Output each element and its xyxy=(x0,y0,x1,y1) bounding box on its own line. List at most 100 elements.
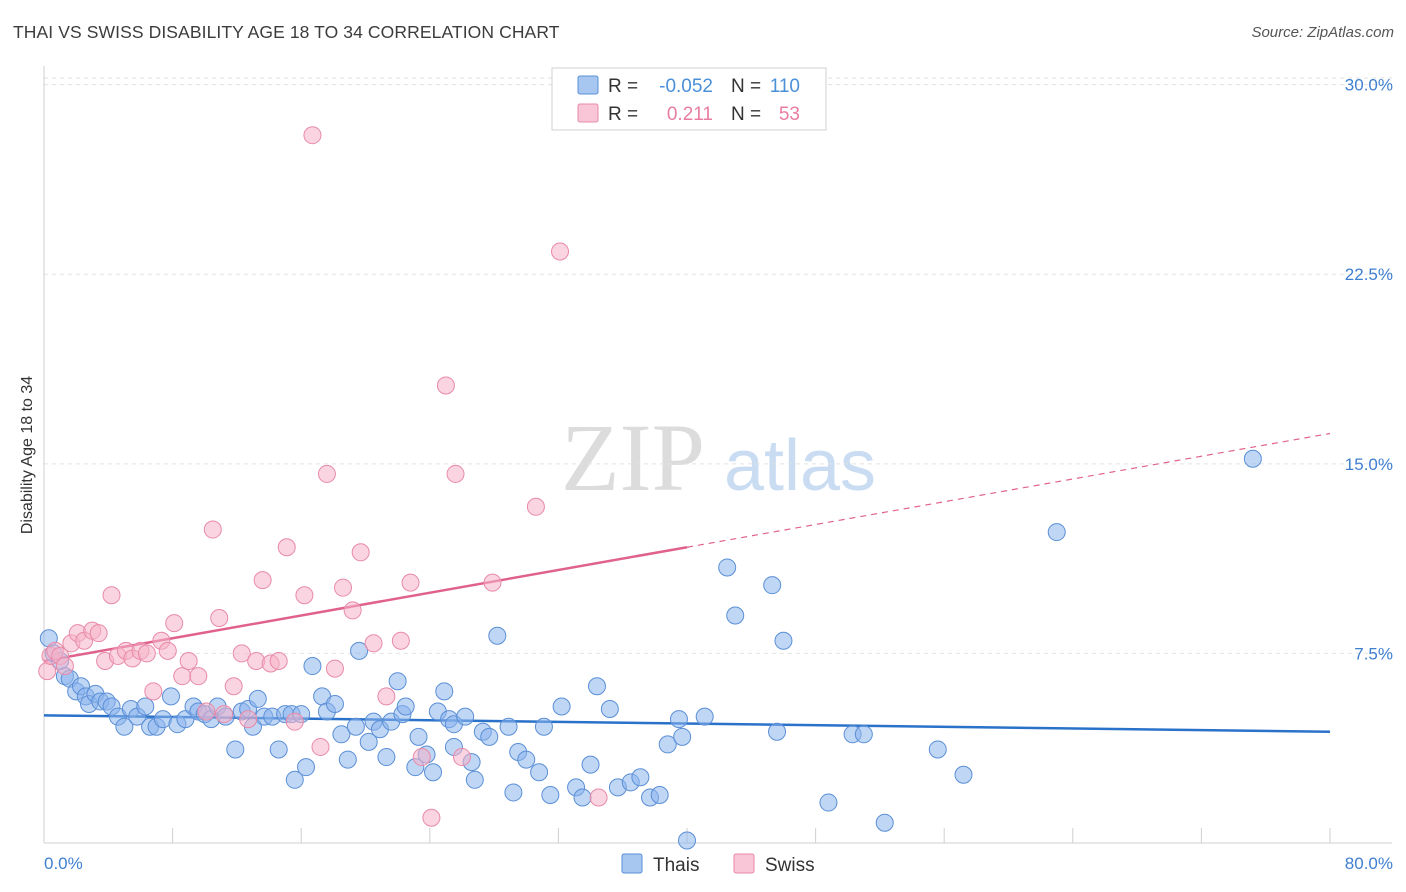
point-swiss xyxy=(351,543,370,562)
y-axis-label: Disability Age 18 to 34 xyxy=(19,375,36,535)
point-swiss xyxy=(364,634,383,653)
point-swiss xyxy=(295,586,314,605)
point-swiss xyxy=(55,657,74,676)
trend-line-swiss xyxy=(43,546,688,663)
point-swiss xyxy=(422,808,441,827)
point-thais xyxy=(325,694,344,713)
stats-n-label-thais: N = xyxy=(731,76,761,97)
point-thais xyxy=(285,770,304,789)
point-thais xyxy=(488,626,507,645)
point-thais xyxy=(359,732,378,751)
point-thais xyxy=(673,727,692,746)
point-thais xyxy=(435,682,454,701)
point-thais xyxy=(499,717,518,736)
point-swiss xyxy=(224,677,243,696)
stats-r-value-thais: -0.052 xyxy=(659,76,713,97)
tick-labels: 7.5% 15.0% 22.5% 30.0% 0.0% 80.0% xyxy=(44,76,1393,873)
point-thais xyxy=(161,687,180,706)
point-thais xyxy=(396,697,415,716)
point-thais xyxy=(530,763,549,782)
point-swiss xyxy=(343,601,362,620)
point-thais xyxy=(658,735,677,754)
point-thais xyxy=(388,672,407,691)
point-thais xyxy=(350,641,369,660)
y-tick-label: 15.0% xyxy=(1345,455,1393,474)
stats-n-label-swiss: N = xyxy=(731,104,761,125)
point-thais xyxy=(115,717,134,736)
point-swiss xyxy=(317,464,336,483)
point-thais xyxy=(928,740,947,759)
point-thais xyxy=(854,725,873,744)
stats-swatch-thais xyxy=(577,75,599,95)
point-thais xyxy=(541,785,560,804)
gridlines xyxy=(44,77,1392,654)
point-thais xyxy=(1243,449,1262,468)
point-thais xyxy=(534,717,553,736)
point-thais xyxy=(669,710,688,729)
stats-r-label-swiss: R = xyxy=(608,104,638,125)
y-tick-label: 22.5% xyxy=(1345,265,1393,284)
point-swiss xyxy=(189,667,208,686)
point-thais xyxy=(269,740,288,759)
point-thais xyxy=(517,750,536,769)
y-tick-label: 30.0% xyxy=(1345,76,1393,95)
point-swiss xyxy=(303,126,322,145)
trend-line-swiss-dashed xyxy=(686,432,1331,548)
point-thais xyxy=(678,831,696,850)
data-points xyxy=(38,126,1262,850)
point-swiss xyxy=(158,641,177,660)
x-tick-label: 80.0% xyxy=(1345,854,1393,873)
point-thais xyxy=(631,768,650,787)
point-swiss xyxy=(589,788,608,807)
point-swiss xyxy=(412,748,431,767)
point-thais xyxy=(456,707,475,726)
bottom-legend: Thais Swiss xyxy=(621,853,815,876)
point-swiss xyxy=(311,737,330,756)
stats-n-value-swiss: 53 xyxy=(779,104,800,125)
point-thais xyxy=(695,707,714,726)
point-thais xyxy=(650,785,669,804)
point-thais xyxy=(136,697,155,716)
point-swiss xyxy=(215,705,234,724)
point-swiss xyxy=(179,651,198,670)
point-thais xyxy=(774,631,793,650)
point-swiss xyxy=(210,609,229,628)
watermark-atlas: atlas xyxy=(724,426,876,506)
point-thais xyxy=(587,677,606,696)
stats-r-label-thais: R = xyxy=(608,76,638,97)
point-swiss xyxy=(89,624,108,643)
point-swiss xyxy=(325,659,344,678)
point-swiss xyxy=(239,710,258,729)
point-swiss xyxy=(253,571,272,590)
point-thais xyxy=(819,793,838,812)
y-tick-label: 7.5% xyxy=(1354,644,1393,663)
stats-legend: R = -0.052 N = 110 R = 0.211 N = 53 xyxy=(551,67,827,131)
point-thais xyxy=(346,717,365,736)
point-thais xyxy=(763,576,782,595)
point-swiss xyxy=(277,538,296,557)
point-swiss xyxy=(165,614,184,633)
point-thais xyxy=(377,748,396,767)
point-thais xyxy=(552,697,571,716)
point-thais xyxy=(303,657,322,676)
point-swiss xyxy=(377,687,396,706)
legend-label-thais: Thais xyxy=(653,855,699,876)
point-swiss xyxy=(197,702,216,721)
watermark-zip: ZIP xyxy=(561,404,705,511)
point-swiss xyxy=(401,573,420,592)
point-swiss xyxy=(551,242,570,261)
legend-swatch-swiss xyxy=(733,853,755,874)
point-thais xyxy=(480,727,499,746)
stats-swatch-swiss xyxy=(577,103,599,123)
point-thais xyxy=(297,758,316,777)
point-swiss xyxy=(38,662,57,681)
point-swiss xyxy=(483,573,502,592)
point-swiss xyxy=(333,578,352,597)
point-swiss xyxy=(526,497,545,516)
point-swiss xyxy=(446,464,465,483)
x-tick-label: 0.0% xyxy=(44,854,83,873)
chart-title: THAI VS SWISS DISABILITY AGE 18 TO 34 CO… xyxy=(13,22,560,42)
point-thais xyxy=(424,763,443,782)
point-thais xyxy=(954,765,973,784)
point-thais xyxy=(581,755,600,774)
